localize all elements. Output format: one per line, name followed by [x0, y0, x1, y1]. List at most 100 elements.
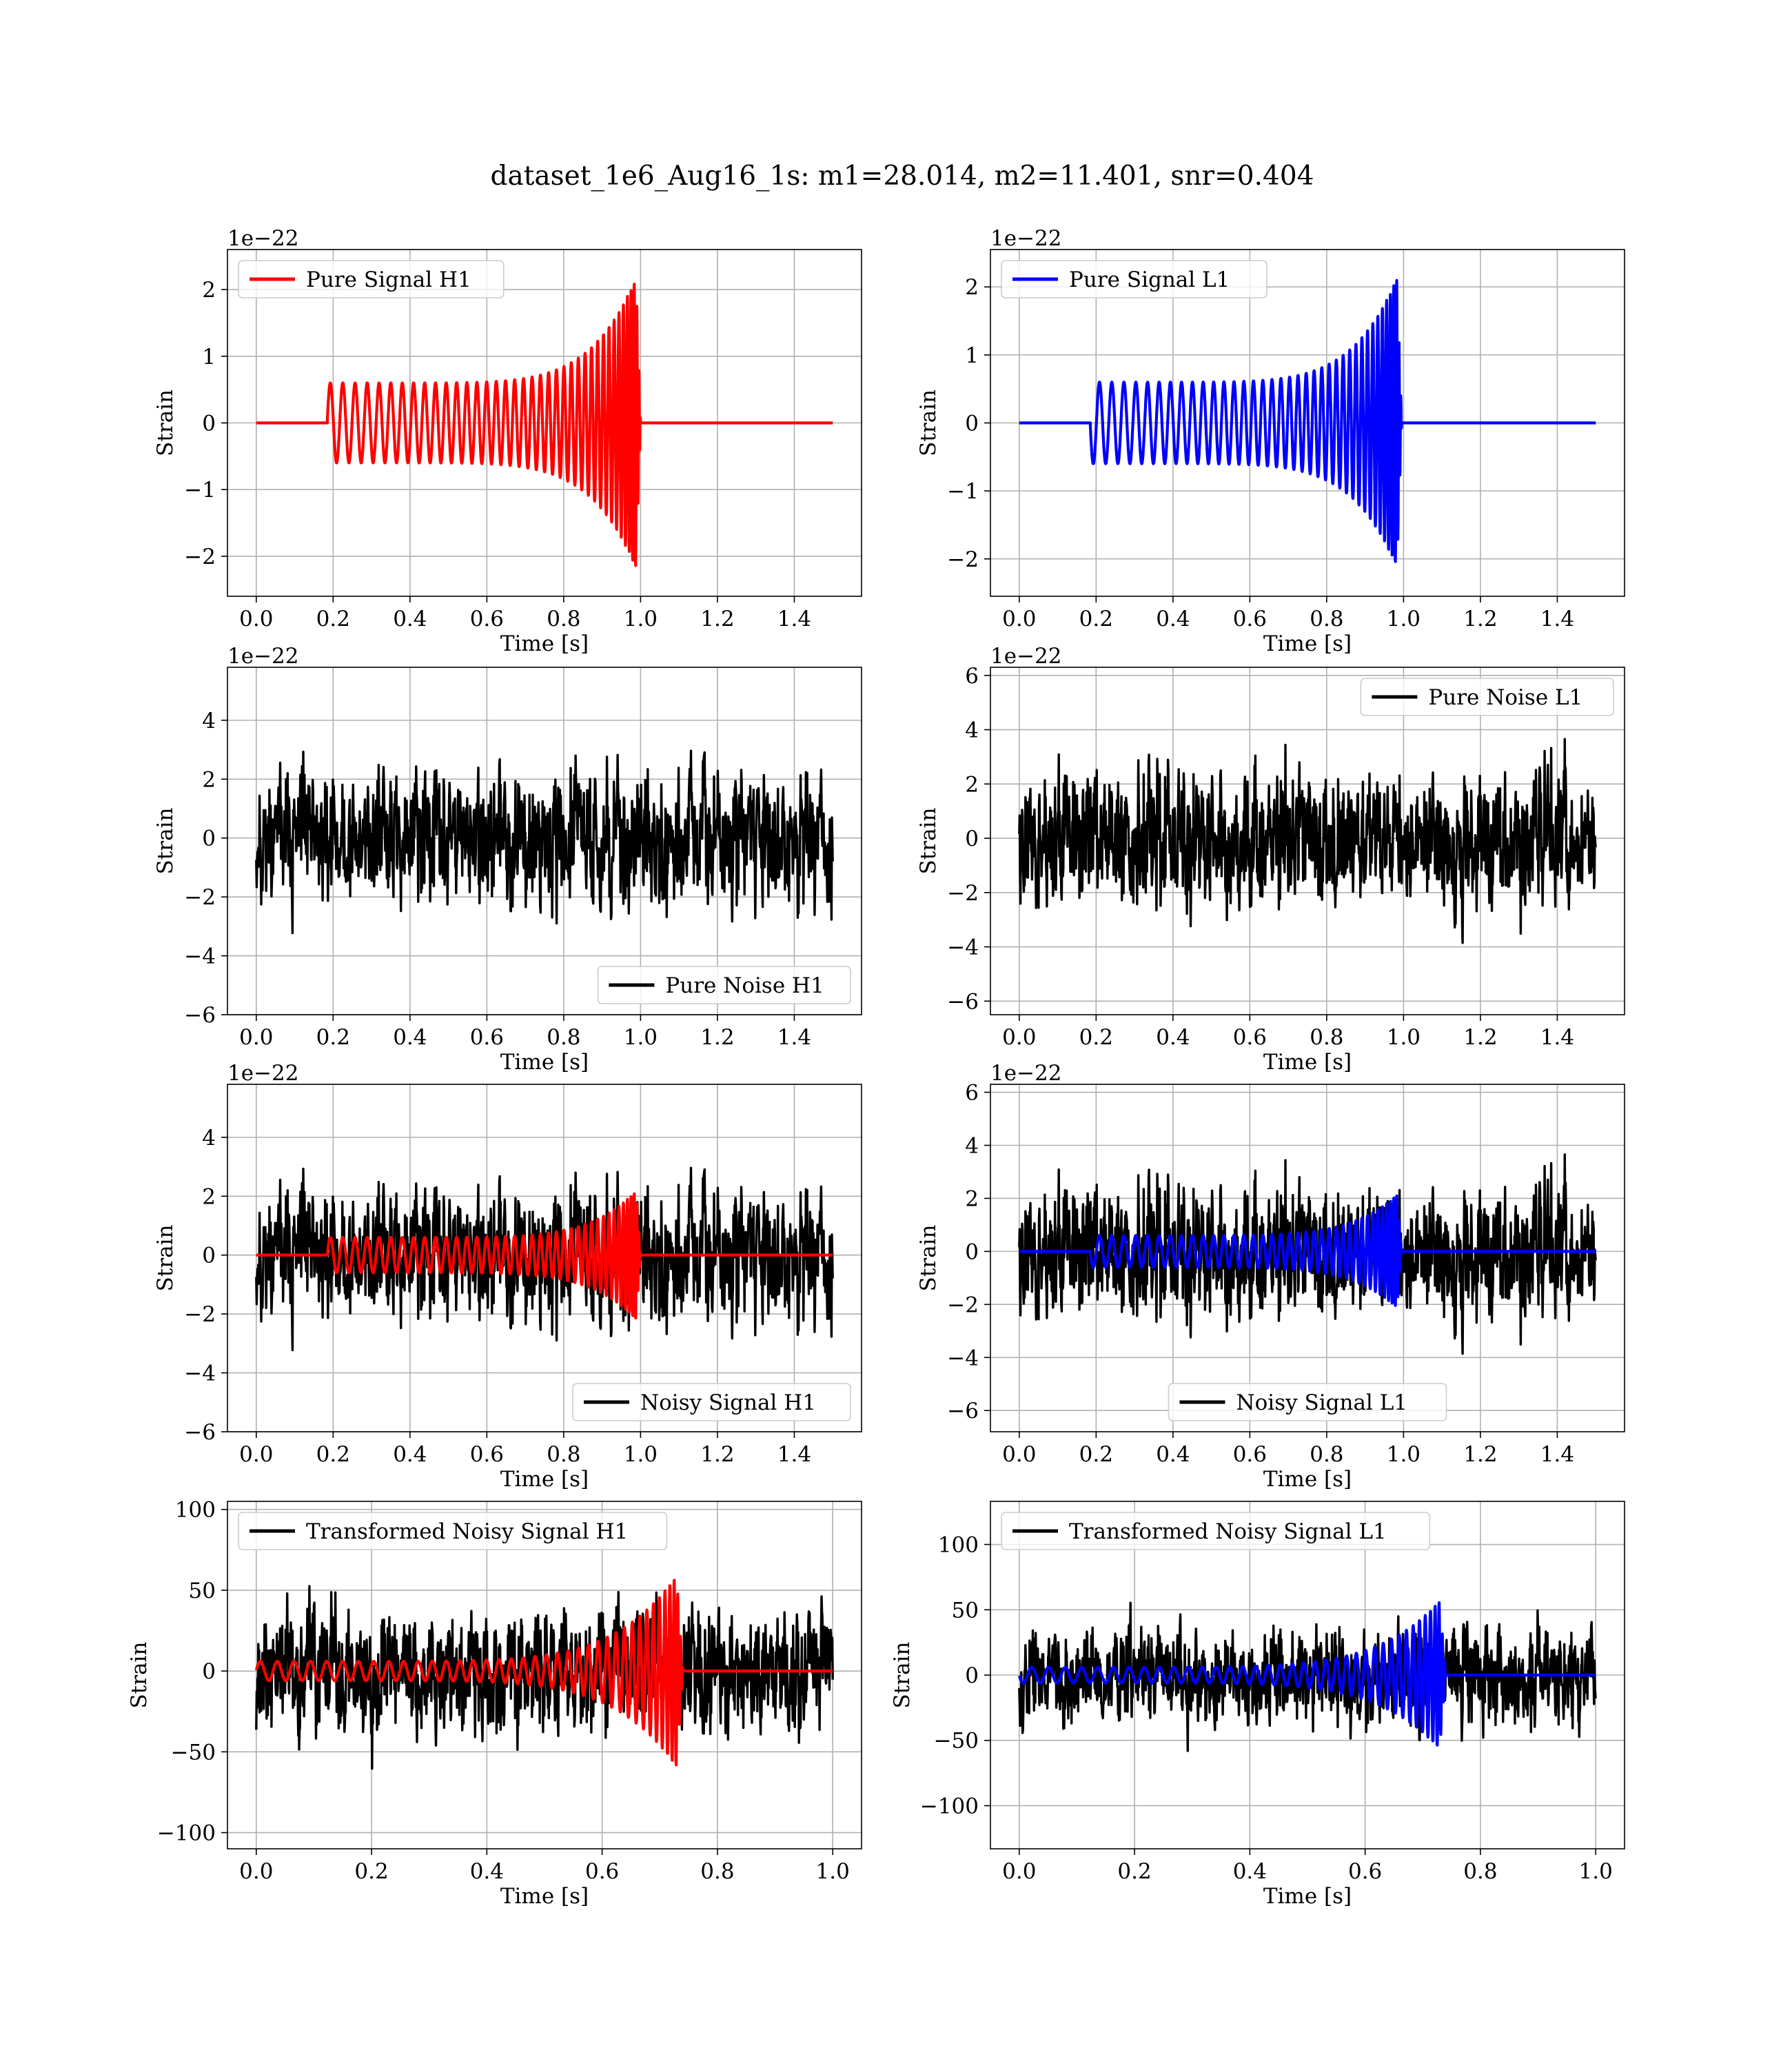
x-tick-label: 0.0	[1002, 607, 1036, 631]
x-tick-label: 0.6	[1233, 1025, 1267, 1050]
subplot-noisy-signal-h1: 0.0 0.2 0.4 0.6 0.8 1.0 1.2 1.4 −6 −4 −2 0 2 4 Time [s…	[153, 1061, 862, 1492]
x-tick-label: 0.2	[316, 607, 350, 631]
y-offset-label: 1e−22	[990, 226, 1062, 251]
y-offset-label: 1e−22	[990, 1061, 1062, 1086]
noise-series-line	[255, 749, 834, 935]
x-tick-label: 1.2	[1463, 1442, 1497, 1467]
y-tick-label: 50	[952, 1598, 979, 1623]
x-tick-label: 1.2	[700, 1442, 734, 1467]
x-tick-label: 0.8	[547, 1025, 580, 1050]
x-tick-label: 0.4	[393, 1442, 427, 1467]
y-tick-label: 4	[202, 709, 216, 733]
x-tick-label: 0.6	[470, 1025, 504, 1050]
plot-area	[1019, 278, 1596, 563]
y-tick-label: −2	[947, 881, 979, 906]
x-tick-label: 1.2	[1463, 607, 1497, 631]
y-tick-label: 0	[202, 1659, 216, 1684]
y-tick-label: 0	[965, 412, 979, 436]
x-tick-label: 1.4	[1540, 607, 1574, 631]
signal-series-line	[256, 283, 833, 567]
x-tick-label: 1.0	[624, 1442, 658, 1467]
y-tick-label: 2	[965, 1186, 979, 1211]
subplot-pure-noise-l1: 0.0 0.2 0.4 0.6 0.8 1.0 1.2 1.4 −6 −4 −2 0 2 4 6 Time […	[916, 644, 1625, 1075]
legend-box	[1001, 1512, 1431, 1550]
y-tick-label: −2	[184, 545, 216, 569]
legend-label: Pure Noise H1	[665, 973, 824, 998]
plot-area	[1017, 1601, 1597, 1752]
y-axis-label: Strain	[153, 389, 178, 456]
legend-label: Pure Noise L1	[1428, 685, 1582, 710]
x-axis-label: Time [s]	[1263, 631, 1352, 656]
x-tick-label: 0.6	[470, 1442, 504, 1467]
y-axis-label: Strain	[153, 808, 178, 875]
y-tick-label: 100	[175, 1498, 216, 1523]
y-axis-label: Strain	[127, 1642, 152, 1709]
legend-box	[572, 1383, 851, 1421]
axes-frame	[227, 1084, 862, 1432]
y-tick-label: −100	[157, 1821, 216, 1846]
plot-area	[256, 283, 833, 567]
legend-label: Pure Signal H1	[306, 267, 471, 292]
y-tick-label: 100	[938, 1533, 979, 1558]
x-tick-label: 0.2	[354, 1859, 388, 1884]
y-tick-label: −1	[947, 479, 979, 504]
y-tick-label: −1	[184, 478, 216, 503]
x-tick-label: 1.0	[624, 607, 658, 631]
x-tick-label: 0.0	[239, 1025, 273, 1050]
y-axis-label: Strain	[916, 389, 941, 456]
y-tick-label: −4	[184, 944, 216, 969]
x-tick-label: 1.4	[777, 1025, 811, 1050]
plot-area	[1018, 1153, 1597, 1355]
noise-series-line	[255, 1166, 834, 1352]
y-tick-label: −6	[184, 1003, 216, 1028]
y-tick-label: 4	[202, 1126, 216, 1150]
y-tick-label: 1	[202, 345, 216, 369]
x-tick-label: 0.4	[1156, 1442, 1190, 1467]
legend: Transformed Noisy Signal H1	[238, 1512, 668, 1550]
y-tick-label: −50	[934, 1729, 979, 1754]
y-axis-label: Strain	[153, 1225, 178, 1292]
x-tick-label: 0.6	[470, 607, 504, 631]
axes-frame	[227, 667, 862, 1015]
y-tick-label: 0	[965, 827, 979, 851]
signal-series-line	[1017, 1601, 1596, 1747]
x-tick-label: 1.0	[816, 1859, 850, 1884]
y-tick-label: 1	[965, 343, 979, 368]
axes-frame	[227, 1501, 862, 1849]
subplot-transformed-noisy-signal-h1: 0.0 0.2 0.4 0.6 0.8 1.0 −100 −50 0 50 100 Time [s] S…	[127, 1498, 862, 1909]
y-tick-label: 2	[202, 278, 216, 303]
x-tick-label: 1.0	[1387, 607, 1421, 631]
x-tick-label: 0.6	[1233, 607, 1267, 631]
x-axis-label: Time [s]	[500, 1884, 589, 1909]
y-tick-label: 2	[965, 275, 979, 300]
x-tick-label: 1.2	[700, 607, 734, 631]
signal-series-line	[254, 1579, 833, 1767]
plot-area	[254, 1579, 834, 1770]
legend: Noisy Signal H1	[572, 1383, 851, 1421]
y-tick-label: −6	[947, 1399, 979, 1423]
legend-label: Noisy Signal H1	[640, 1390, 816, 1415]
x-tick-label: 0.4	[1233, 1859, 1267, 1884]
y-tick-label: 6	[965, 1081, 979, 1106]
subplot-pure-signal-h1: 0.0 0.2 0.4 0.6 0.8 1.0 1.2 1.4 −2 −1 0 1 2 Time [s] S…	[153, 226, 862, 656]
x-tick-label: 0.0	[1002, 1859, 1036, 1884]
x-axis-label: Time [s]	[1263, 1467, 1352, 1492]
y-tick-label: −2	[184, 1302, 216, 1327]
y-offset-label: 1e−22	[227, 1061, 299, 1086]
x-tick-label: 0.4	[1156, 1025, 1190, 1050]
y-tick-label: 2	[965, 772, 979, 797]
x-tick-label: 0.4	[393, 1025, 427, 1050]
x-tick-label: 0.2	[1079, 607, 1113, 631]
signal-series-line	[1019, 1194, 1596, 1307]
legend-box	[238, 1512, 668, 1550]
x-tick-label: 0.0	[1002, 1442, 1036, 1467]
legend: Pure Noise L1	[1360, 678, 1614, 716]
subplot-transformed-noisy-signal-l1: 0.0 0.2 0.4 0.6 0.8 1.0 −100 −50 0 50 100 Time [s] S…	[890, 1501, 1625, 1909]
y-tick-label: −2	[184, 885, 216, 910]
x-tick-label: 0.0	[1002, 1025, 1036, 1050]
legend-label: Pure Signal L1	[1069, 267, 1230, 292]
y-axis-label: Strain	[916, 808, 941, 875]
y-tick-label: 2	[202, 1184, 216, 1209]
y-tick-label: −6	[947, 989, 979, 1014]
x-tick-label: 1.2	[1463, 1025, 1497, 1050]
